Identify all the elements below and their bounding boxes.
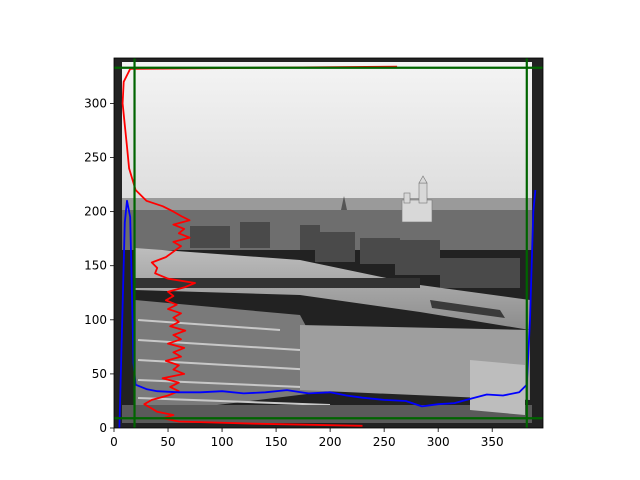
photo-church xyxy=(401,175,433,223)
photo-river xyxy=(135,248,530,330)
x-tick-label-7: 350 xyxy=(481,435,504,449)
x-tick-label-5: 250 xyxy=(373,435,396,449)
photo-horizon xyxy=(122,198,532,210)
y-tick-label-5: 250 xyxy=(84,151,107,165)
x-tick-label-0: 0 xyxy=(110,435,118,449)
photo-rafts-right xyxy=(470,360,525,415)
x-tick-label-2: 100 xyxy=(211,435,234,449)
photo-sky xyxy=(122,62,532,204)
plot-area-frame xyxy=(113,57,544,429)
x-tick-label-4: 200 xyxy=(319,435,342,449)
photo-boat xyxy=(430,300,505,318)
y-tick-label-0: 0 xyxy=(99,421,107,435)
x-axis: 0 50 100 150 200 250 300 350 xyxy=(110,428,504,449)
series-layer xyxy=(114,58,543,428)
series-0-line xyxy=(121,65,398,427)
photo-steeple xyxy=(341,196,347,210)
y-tick-label-6: 300 xyxy=(84,96,107,110)
y-tick-label-4: 200 xyxy=(84,205,107,219)
photo-bridge xyxy=(135,278,420,288)
y-tick-label-1: 50 xyxy=(92,367,107,381)
y-axis: 0 50 100 150 200 250 300 xyxy=(84,96,114,435)
y-tick-label-2: 100 xyxy=(84,313,107,327)
background-photo xyxy=(114,58,543,428)
x-tick-label-3: 150 xyxy=(265,435,288,449)
x-tick-label-6: 300 xyxy=(427,435,450,449)
x-tick-label-1: 50 xyxy=(160,435,175,449)
photo-buildings xyxy=(190,222,520,288)
y-tick-label-3: 150 xyxy=(84,259,107,273)
